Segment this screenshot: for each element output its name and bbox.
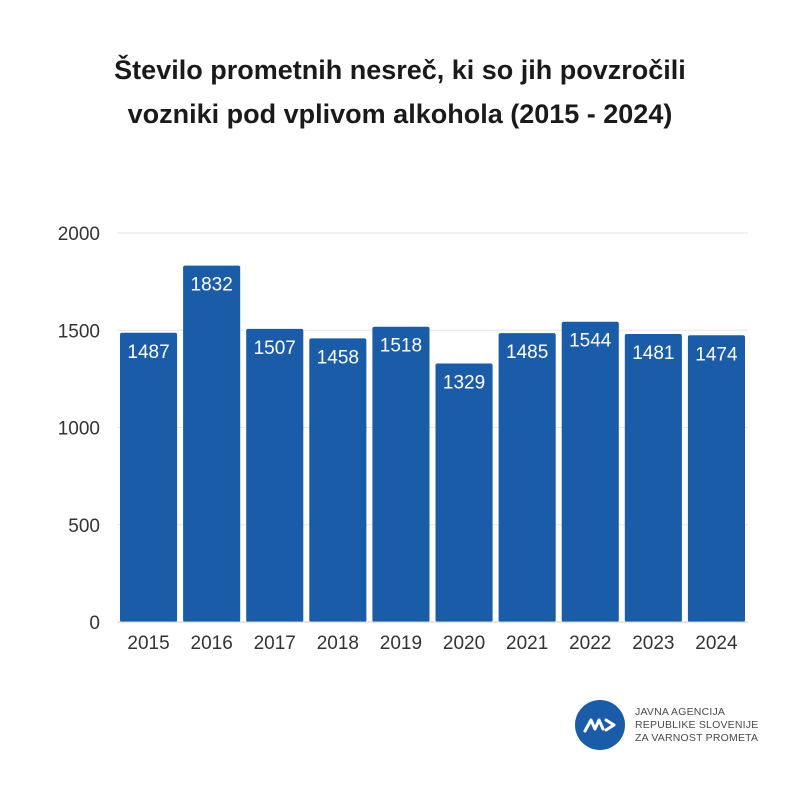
bar	[246, 328, 304, 622]
data-label: 1507	[254, 338, 296, 359]
bar	[183, 265, 241, 622]
y-tick-label: 2000	[58, 224, 100, 245]
bar	[435, 363, 493, 622]
x-tick-label: 2016	[191, 633, 233, 654]
bar	[624, 333, 682, 622]
x-tick-label: 2015	[127, 633, 169, 654]
bar	[561, 321, 619, 622]
avp-logo-icon	[575, 700, 625, 750]
x-tick-label: 2017	[254, 633, 296, 654]
data-label: 1474	[695, 344, 738, 365]
x-tick-label: 2023	[632, 633, 674, 654]
data-label: 1518	[380, 336, 422, 357]
y-tick-label: 1000	[58, 419, 100, 440]
data-label: 1544	[569, 331, 612, 352]
chart-title: Število prometnih nesreč, ki so jih povz…	[0, 48, 800, 136]
x-tick-label: 2018	[317, 633, 359, 654]
data-label: 1832	[191, 275, 233, 296]
bar	[120, 332, 178, 622]
bar	[309, 338, 367, 622]
data-label: 1487	[127, 342, 169, 363]
bar	[372, 326, 430, 622]
bar	[687, 335, 745, 622]
data-label: 1485	[506, 342, 548, 363]
y-tick-label: 0	[89, 613, 100, 634]
y-tick-label: 1500	[58, 321, 100, 342]
x-tick-label: 2021	[506, 633, 548, 654]
x-tick-label: 2019	[380, 633, 422, 654]
x-tick-label: 2024	[695, 633, 738, 654]
chart-title-line1: Število prometnih nesreč, ki so jih povz…	[114, 55, 686, 85]
data-label: 1481	[632, 343, 674, 364]
x-tick-label: 2020	[443, 633, 485, 654]
y-tick-label: 500	[68, 516, 100, 537]
data-label: 1458	[317, 347, 359, 368]
x-tick-label: 2022	[569, 633, 611, 654]
logo-text: JAVNA AGENCIJA REPUBLIKE SLOVENIJE ZA VA…	[635, 706, 758, 745]
chart-title-line2: vozniki pod vplivom alkohola (2015 - 202…	[127, 99, 673, 129]
bar	[498, 333, 556, 622]
logo-text-line3: ZA VARNOST PROMETA	[635, 731, 759, 744]
logo-text-line1: JAVNA AGENCIJA	[635, 705, 726, 718]
agency-logo: JAVNA AGENCIJA REPUBLIKE SLOVENIJE ZA VA…	[575, 700, 758, 750]
logo-text-line2: REPUBLIKE SLOVENIJE	[635, 718, 759, 731]
data-label: 1329	[443, 373, 485, 394]
